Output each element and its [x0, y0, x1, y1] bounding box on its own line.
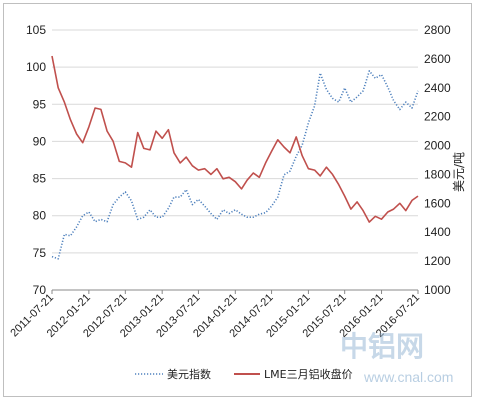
series-line-1 — [51, 55, 419, 223]
watermark-url: www.cnal.com — [363, 369, 453, 385]
series-layer — [51, 55, 419, 260]
left-tick-label: 95 — [33, 97, 47, 111]
series-line-0 — [51, 70, 419, 260]
right-tick-label: 2400 — [424, 81, 451, 95]
right-axis-title: 美元/吨 — [452, 152, 466, 192]
right-tick-label: 1400 — [424, 225, 451, 239]
legend: 美元指数 LME三月铝收盘价 — [135, 367, 353, 381]
left-tick-label: 105 — [26, 23, 46, 37]
left-tick-label: 70 — [33, 283, 47, 297]
right-axis-ticks: 1000 1200 1400 1600 1800 2000 2200 2400 2600 2800 — [424, 23, 451, 297]
right-tick-label: 2800 — [424, 23, 451, 37]
right-tick-label: 1800 — [424, 167, 451, 181]
right-tick-label: 1600 — [424, 196, 451, 210]
legend-label-dollar-index: 美元指数 — [167, 367, 211, 381]
chart-frame — [3, 3, 472, 397]
right-tick-label: 2000 — [424, 139, 451, 153]
left-tick-label: 80 — [33, 209, 47, 223]
legend-label-lme-aluminum: LME三月铝收盘价 — [264, 367, 353, 381]
gridlines — [52, 29, 418, 254]
left-tick-label: 90 — [33, 134, 47, 148]
watermark-brand: 中铝网 — [340, 330, 424, 363]
right-tick-label: 1000 — [424, 283, 451, 297]
left-tick-label: 75 — [33, 246, 47, 260]
right-tick-label: 2200 — [424, 110, 451, 124]
right-tick-label: 2600 — [424, 52, 451, 66]
left-axis-ticks: 70 75 80 85 90 95 100 105 — [26, 23, 46, 297]
right-tick-label: 1200 — [424, 254, 451, 268]
left-tick-label: 100 — [26, 60, 46, 74]
left-tick-label: 85 — [33, 172, 47, 186]
watermark-logo: 中铝网 www.cnal.com — [340, 330, 453, 385]
